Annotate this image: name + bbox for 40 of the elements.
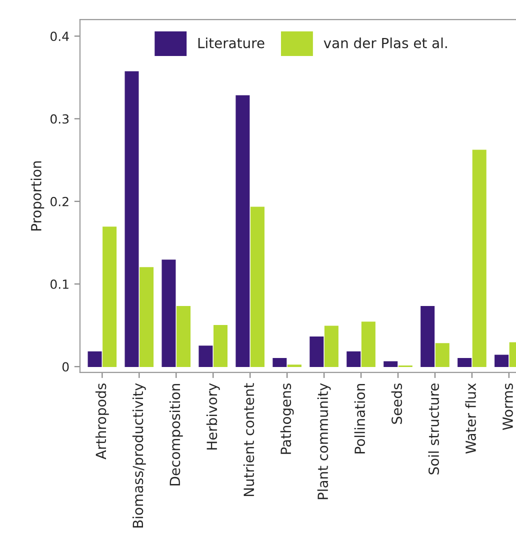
x-tick-label: Plant community [317,383,331,500]
bar [272,358,287,367]
y-axis-title: Proportion [30,161,44,230]
y-tick-label: 0.4 [50,32,69,42]
bar [162,260,176,367]
bar [420,306,435,367]
bar [346,351,361,367]
x-tick-label: Worms [502,383,513,430]
y-tick-label: 0.3 [50,114,69,124]
y-tick-label: 0 [62,362,69,372]
x-tick-label: Nutrient content [243,383,254,496]
y-tick-label: 0.1 [50,279,68,289]
bar [198,346,213,367]
x-tick-label: Water flux [465,383,476,454]
x-tick-label: Pathogens [280,383,294,454]
x-tick-label: Pollination [354,384,366,454]
bar [310,336,324,367]
x-tick-label: Biomass/productivity [132,383,146,528]
bar [102,226,117,367]
legend-label: Literature [198,38,264,48]
bar [435,343,450,367]
x-tick-label: Seeds [391,384,402,424]
bar [176,306,191,367]
x-tick-label: Soil structure [428,384,440,474]
bar [124,71,139,367]
y-tick-label: 0.2 [50,196,68,206]
bar [236,95,250,367]
bar [140,267,154,367]
bar [458,358,472,367]
bar [88,351,102,367]
x-tick-label: Herbivory [206,383,220,450]
x-tick-label: Arthropods [95,383,109,460]
x-tick-label: Decomposition [169,384,183,486]
legend-label: van der Plas et al. [324,38,447,48]
bar [250,206,264,367]
bar [384,361,398,367]
bar [324,326,338,367]
bar [472,150,486,367]
bar [214,324,228,367]
bar [361,322,376,367]
